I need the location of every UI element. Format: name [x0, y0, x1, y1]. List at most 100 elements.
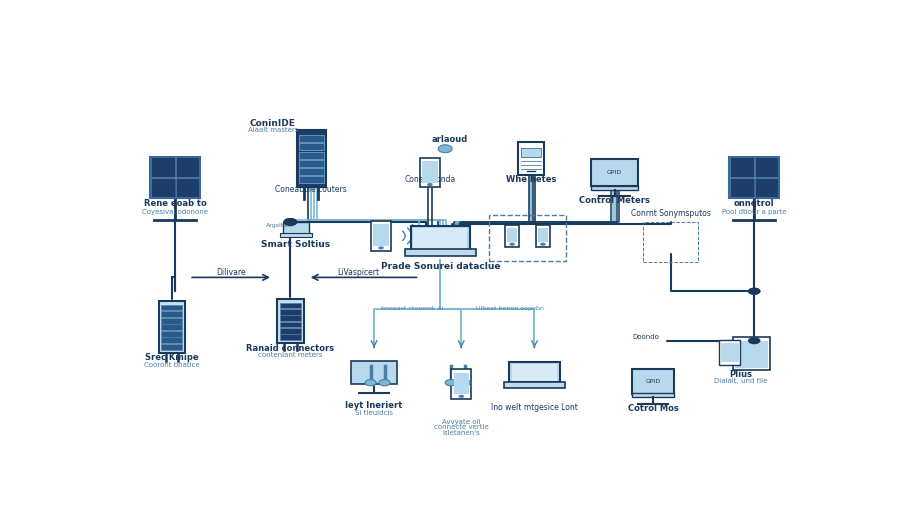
Text: Conrnt Sonymsputos: Conrnt Sonymsputos: [631, 209, 710, 218]
Text: Dilivare: Dilivare: [216, 268, 246, 277]
FancyBboxPatch shape: [280, 233, 312, 237]
Circle shape: [459, 379, 471, 386]
Text: Ranaid connectors: Ranaid connectors: [247, 343, 335, 353]
Circle shape: [748, 337, 760, 344]
FancyBboxPatch shape: [537, 228, 548, 242]
FancyBboxPatch shape: [158, 301, 185, 353]
FancyBboxPatch shape: [536, 225, 550, 247]
Text: Cotrol Mos: Cotrol Mos: [627, 404, 679, 413]
FancyBboxPatch shape: [504, 382, 565, 388]
FancyBboxPatch shape: [277, 299, 303, 343]
Text: Plius: Plius: [729, 370, 751, 379]
Text: Ino welt mtgesice Lont: Ino welt mtgesice Lont: [491, 403, 578, 412]
FancyBboxPatch shape: [151, 157, 175, 177]
Text: ConinIDE: ConinIDE: [250, 119, 296, 128]
Text: Control Meters: Control Meters: [580, 196, 650, 206]
Text: LiVaspicert: LiVaspicert: [338, 268, 380, 277]
Text: onnotrol: onnotrol: [734, 199, 775, 208]
Text: Srec Kmipe: Srec Kmipe: [145, 354, 199, 362]
FancyBboxPatch shape: [374, 224, 389, 246]
Text: Ieyt Ineriert: Ieyt Ineriert: [346, 401, 403, 410]
FancyBboxPatch shape: [632, 369, 674, 394]
Text: Avvyate oil: Avvyate oil: [442, 419, 481, 425]
FancyBboxPatch shape: [297, 130, 326, 187]
Text: GPID: GPID: [645, 379, 661, 384]
FancyBboxPatch shape: [161, 331, 182, 337]
FancyBboxPatch shape: [721, 343, 739, 362]
FancyBboxPatch shape: [505, 225, 519, 247]
FancyBboxPatch shape: [161, 311, 182, 317]
FancyBboxPatch shape: [280, 335, 301, 340]
FancyBboxPatch shape: [591, 186, 638, 190]
Text: connecte vertie: connecte vertie: [434, 425, 489, 430]
Text: Doondo: Doondo: [633, 334, 660, 340]
Text: bnoaast ctooenik al: bnoaast ctooenik al: [382, 306, 444, 311]
FancyBboxPatch shape: [452, 370, 471, 399]
Text: Alaalt masters: Alaalt masters: [248, 127, 298, 133]
Text: Isletanen's: Isletanen's: [443, 430, 480, 436]
Circle shape: [458, 395, 464, 398]
Text: Coyesival odonone: Coyesival odonone: [142, 209, 208, 215]
FancyBboxPatch shape: [176, 157, 200, 177]
FancyBboxPatch shape: [299, 168, 324, 175]
FancyBboxPatch shape: [410, 226, 470, 250]
FancyBboxPatch shape: [299, 135, 324, 142]
FancyBboxPatch shape: [454, 373, 469, 394]
Circle shape: [284, 218, 297, 226]
FancyBboxPatch shape: [283, 222, 310, 234]
FancyBboxPatch shape: [591, 159, 638, 187]
FancyBboxPatch shape: [520, 148, 542, 157]
FancyBboxPatch shape: [420, 158, 439, 187]
Text: Rene eoab to: Rene eoab to: [144, 199, 207, 208]
FancyBboxPatch shape: [280, 322, 301, 327]
Text: Cooront bhatice: Cooront bhatice: [144, 362, 200, 368]
FancyBboxPatch shape: [280, 328, 301, 334]
Text: Conermionda: Conermionda: [404, 175, 455, 185]
FancyBboxPatch shape: [280, 309, 301, 315]
FancyBboxPatch shape: [755, 178, 778, 198]
Text: GPID: GPID: [608, 170, 622, 175]
FancyBboxPatch shape: [161, 305, 182, 310]
Circle shape: [284, 218, 297, 226]
FancyBboxPatch shape: [507, 228, 517, 242]
FancyBboxPatch shape: [734, 337, 770, 371]
FancyBboxPatch shape: [161, 338, 182, 343]
FancyBboxPatch shape: [405, 249, 475, 255]
Text: Ulbeat bonon oopobn: Ulbeat bonon oopobn: [476, 306, 544, 311]
Circle shape: [378, 246, 383, 249]
Circle shape: [748, 288, 760, 295]
Text: Dialait, und file: Dialait, und file: [714, 378, 767, 384]
FancyBboxPatch shape: [372, 221, 391, 251]
Text: Prade Sonurei dataclue: Prade Sonurei dataclue: [381, 263, 500, 271]
Circle shape: [446, 379, 456, 386]
FancyBboxPatch shape: [719, 340, 740, 365]
Circle shape: [748, 288, 760, 295]
FancyBboxPatch shape: [299, 176, 324, 183]
Circle shape: [428, 183, 433, 186]
FancyBboxPatch shape: [299, 143, 324, 151]
Text: Coneabble couters: Coneabble couters: [275, 185, 347, 194]
Text: conteniant meters: conteniant meters: [258, 352, 322, 358]
FancyBboxPatch shape: [176, 178, 200, 198]
FancyBboxPatch shape: [299, 152, 324, 159]
FancyBboxPatch shape: [161, 318, 182, 324]
FancyBboxPatch shape: [509, 362, 560, 382]
FancyBboxPatch shape: [730, 157, 753, 177]
Text: Pool dtiour a parte: Pool dtiour a parte: [722, 209, 787, 215]
FancyBboxPatch shape: [151, 178, 175, 198]
FancyBboxPatch shape: [422, 161, 437, 182]
FancyBboxPatch shape: [730, 178, 753, 198]
FancyBboxPatch shape: [280, 303, 301, 308]
Text: Pono: Pono: [411, 225, 430, 234]
FancyBboxPatch shape: [299, 160, 324, 167]
FancyBboxPatch shape: [518, 142, 544, 175]
FancyBboxPatch shape: [755, 157, 778, 177]
Circle shape: [540, 243, 545, 246]
Circle shape: [365, 379, 376, 386]
Circle shape: [379, 379, 390, 386]
Text: Whe hetes: Whe hetes: [506, 175, 556, 185]
FancyBboxPatch shape: [734, 341, 769, 369]
Circle shape: [438, 145, 452, 153]
FancyBboxPatch shape: [280, 316, 301, 321]
FancyBboxPatch shape: [413, 228, 467, 248]
